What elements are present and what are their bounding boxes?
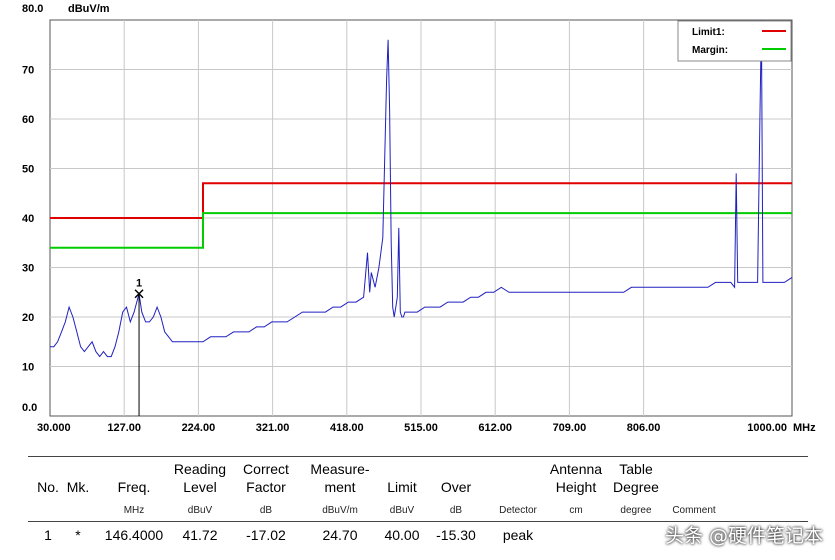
cell-no: 1 bbox=[44, 527, 52, 543]
header-tbl: Table Degree bbox=[608, 460, 664, 496]
header-limit: Limit bbox=[387, 479, 417, 495]
header-freq: Freq. bbox=[117, 479, 151, 495]
unit-tbl: degree bbox=[620, 505, 652, 516]
header-antenna-line: Height bbox=[555, 479, 597, 495]
marker-cross-icon bbox=[134, 289, 144, 299]
unit-reading: dBuV bbox=[187, 505, 213, 516]
unit-measure: dBuV/m bbox=[322, 505, 358, 516]
y-tick-labels: 80.0 70 60 50 40 30 20 10 0.0 bbox=[22, 3, 43, 414]
legend: Limit1: Margin: bbox=[677, 20, 792, 62]
legend-box bbox=[677, 20, 792, 62]
grid bbox=[50, 20, 792, 416]
x-tick-label: 224.00 bbox=[182, 422, 216, 434]
y-tick-label: 40 bbox=[22, 213, 34, 225]
x-tick-label: 806.00 bbox=[627, 422, 661, 434]
x-tick-label: 30.000 bbox=[37, 422, 71, 434]
marker-1: 1 bbox=[134, 278, 144, 416]
x-tick-label: 612.00 bbox=[478, 422, 512, 434]
header-correct-line: Factor bbox=[246, 479, 286, 495]
y-tick-label: 30 bbox=[22, 263, 34, 275]
y-tick-label: 70 bbox=[22, 65, 34, 77]
header-tbl-line: Table bbox=[619, 461, 653, 477]
x-tick-label: 321.00 bbox=[256, 422, 290, 434]
legend-margin-label: Margin: bbox=[692, 45, 728, 56]
header-mk: Mk. bbox=[66, 479, 90, 495]
watermark: 头条 @硬件笔记本 bbox=[664, 525, 823, 547]
cell-measure: 24.70 bbox=[322, 527, 358, 543]
cell-mk: * bbox=[75, 527, 81, 543]
margin-line bbox=[50, 212, 792, 249]
emission-trace bbox=[50, 19, 793, 358]
header-correct: Correct Factor bbox=[234, 460, 298, 496]
header-measure-line: ment bbox=[324, 479, 356, 495]
cell-over: -15.30 bbox=[436, 527, 476, 543]
y-tick-label: 10 bbox=[22, 362, 34, 374]
unit-detector: Detector bbox=[499, 505, 537, 516]
cell-correct: -17.02 bbox=[246, 527, 286, 543]
y-tick-label: 80.0 bbox=[22, 3, 43, 15]
unit-correct: dB bbox=[259, 505, 273, 516]
table-top-rule bbox=[28, 456, 808, 457]
legend-limit-label: Limit1: bbox=[692, 27, 725, 38]
cell-reading: 41.72 bbox=[182, 527, 218, 543]
header-reading-line: Level bbox=[183, 479, 217, 495]
header-reading: Reading Level bbox=[168, 460, 232, 496]
unit-comment: Comment bbox=[672, 505, 716, 516]
limit-line bbox=[50, 182, 792, 219]
x-tick-labels: 30.000 127.00 224.00 321.00 418.00 515.00 612.… bbox=[37, 422, 787, 434]
header-antenna-line: Antenna bbox=[549, 461, 603, 477]
header-measure-line: Measure- bbox=[310, 461, 370, 477]
header-correct-line: Correct bbox=[243, 461, 289, 477]
unit-freq: MHz bbox=[123, 505, 145, 516]
header-measure: Measure-ment bbox=[300, 460, 380, 496]
y-tick-label: 20 bbox=[22, 312, 34, 324]
header-reading-line: Reading bbox=[173, 461, 227, 477]
emission-chart: 80.0 70 60 50 40 30 20 10 0.0 30.000 127.00 224.00… bbox=[22, 3, 816, 434]
x-tick-label: 127.00 bbox=[107, 422, 141, 434]
y-axis-unit: dBuV/m bbox=[68, 3, 110, 15]
header-over: Over bbox=[440, 479, 472, 495]
table-header-rule bbox=[28, 521, 808, 522]
x-tick-label: 515.00 bbox=[404, 422, 438, 434]
header-tbl-line: Degree bbox=[613, 479, 659, 495]
y-tick-label: 50 bbox=[22, 164, 34, 176]
x-tick-label: 709.00 bbox=[553, 422, 587, 434]
cell-detector: peak bbox=[502, 527, 534, 543]
header-antenna: Antenna Height bbox=[546, 460, 606, 496]
cell-freq: 146.4000 bbox=[104, 527, 164, 543]
unit-limit: dBuV bbox=[389, 505, 415, 516]
x-tick-label: 1000.00 bbox=[747, 422, 787, 434]
y-tick-label: 60 bbox=[22, 114, 34, 126]
unit-over: dB bbox=[449, 505, 463, 516]
y-tick-label: 0.0 bbox=[22, 402, 37, 414]
marker-label: 1 bbox=[136, 278, 142, 290]
x-tick-label: 418.00 bbox=[330, 422, 364, 434]
header-no: No. bbox=[37, 479, 59, 495]
x-axis-unit: MHz bbox=[793, 422, 816, 434]
cell-limit: 40.00 bbox=[384, 527, 420, 543]
unit-antenna: cm bbox=[569, 505, 583, 516]
